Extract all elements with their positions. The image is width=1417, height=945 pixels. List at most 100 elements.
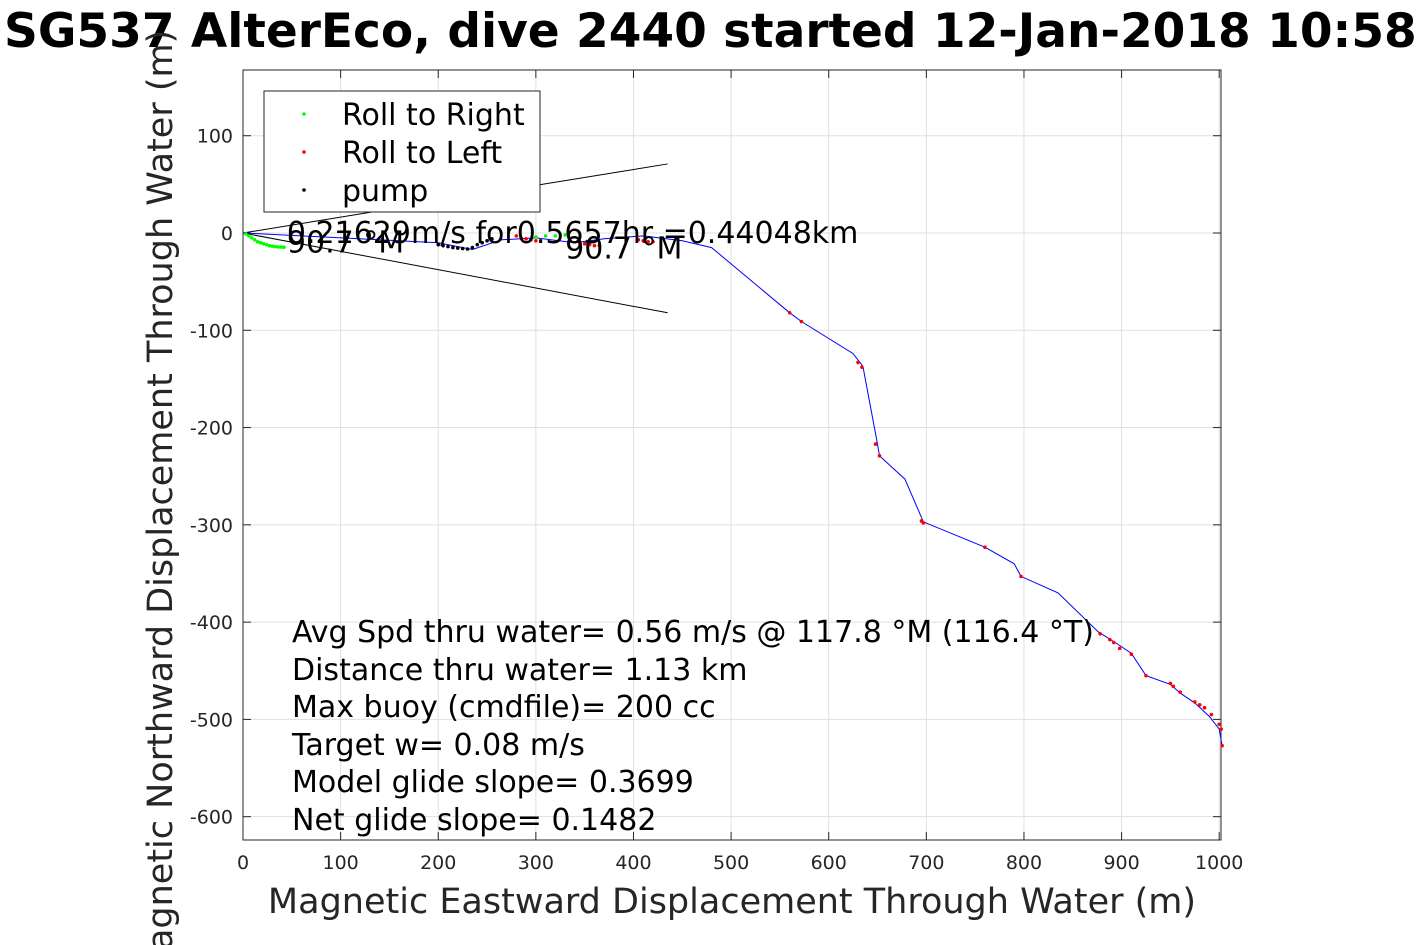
roll-left-point <box>856 360 860 365</box>
plot-annotation: 90.7 °M <box>287 226 404 261</box>
stat-max-buoy: Max buoy (cmdfile)= 200 cc <box>292 690 716 725</box>
roll-left-point <box>983 545 987 550</box>
x-axis-ticks: 0 100 200 300 400 500 600 700 800 900 1000 <box>237 70 1243 874</box>
roll-left-point <box>1197 703 1202 707</box>
pump-point <box>441 243 445 248</box>
pump-point <box>490 237 494 241</box>
roll-left-point <box>921 521 926 525</box>
pump-point <box>485 238 489 243</box>
legend-box <box>263 90 541 213</box>
roll-left-point <box>1111 640 1116 645</box>
x-axis-label: Magnetic Eastward Displacement Through W… <box>268 882 1196 922</box>
x-tick-label: 300 <box>518 852 554 874</box>
roll-left-point <box>1098 631 1102 636</box>
roll-right-point <box>273 244 278 249</box>
plot-annotation: 0.21629m/s for0.5657hr =0.44048km <box>287 216 858 251</box>
roll-left-point <box>860 365 864 370</box>
x-tick-label: 1000 <box>1195 852 1243 874</box>
roll-right-point <box>270 244 275 248</box>
roll-left-point <box>1144 673 1148 678</box>
roll-right-point <box>264 242 269 247</box>
y-tick-label: 0 <box>221 223 233 245</box>
roll-left-point <box>1202 705 1207 710</box>
roll-right-point <box>252 238 257 242</box>
legend-marker-roll-left <box>302 150 306 154</box>
roll-right-point <box>244 232 248 236</box>
direction-fan-line <box>242 232 668 314</box>
y-tick-label: -500 <box>190 709 233 731</box>
roll-left-point <box>1219 727 1223 731</box>
y-axis-ticks: 100 0 -100 -200 -300 -400 -500 -600 <box>190 126 1221 829</box>
y-tick-label: -600 <box>190 807 233 829</box>
roll-left-point <box>514 234 519 238</box>
pump-point <box>465 247 470 251</box>
roll-left-point <box>587 242 592 247</box>
x-tick-label: 900 <box>1103 852 1139 874</box>
roll-right-point <box>543 234 548 238</box>
legend-label-pump: pump <box>342 174 428 209</box>
y-tick-label: -400 <box>190 612 233 634</box>
x-tick-label: 800 <box>1006 852 1042 874</box>
roll-left-point <box>577 240 582 245</box>
roll-right-point <box>279 245 283 249</box>
stat-avg-speed: Avg Spd thru water= 0.56 m/s @ 117.8 °M … <box>292 615 1094 650</box>
roll-left-point <box>873 442 878 446</box>
roll-left-point <box>641 238 646 243</box>
roll-right-point <box>247 234 251 238</box>
y-tick-label: 100 <box>197 126 233 148</box>
legend-marker-pump <box>302 188 306 192</box>
pump-point <box>470 245 475 250</box>
pump-points <box>436 237 494 251</box>
roll-left-point <box>1168 681 1173 686</box>
roll-left-point <box>592 243 597 248</box>
roll-right-point <box>249 236 254 240</box>
legend-marker-roll-right <box>302 112 306 116</box>
stat-net-glide-slope: Net glide slope= 0.1482 <box>292 803 656 838</box>
dive-statistics: Avg Spd thru water= 0.56 m/s @ 117.8 °M … <box>291 615 1094 838</box>
roll-right-point <box>261 241 266 246</box>
plot-area-frame <box>242 69 1222 841</box>
x-tick-label: 700 <box>908 852 944 874</box>
chart-title: SG537 AlterEco, dive 2440 started 12-Jan… <box>4 4 1417 59</box>
stat-distance: Distance thru water= 1.13 km <box>292 653 747 688</box>
y-tick-label: -200 <box>190 418 233 440</box>
roll-left-point <box>1178 690 1182 694</box>
legend-label-roll-left: Roll to Left <box>342 136 502 171</box>
pump-point <box>455 246 460 250</box>
roll-left-point <box>1192 700 1197 704</box>
x-tick-label: 400 <box>615 852 651 874</box>
roll-right-points <box>244 232 567 250</box>
x-tick-label: 100 <box>322 852 358 874</box>
x-tick-label: 600 <box>811 852 847 874</box>
roll-right-point <box>276 245 280 249</box>
pump-point <box>460 246 465 251</box>
pump-point <box>480 240 484 245</box>
roll-left-point <box>1171 684 1176 689</box>
stat-target-w: Target w= 0.08 m/s <box>291 728 585 763</box>
roll-left-point <box>519 236 524 240</box>
roll-right-point <box>553 234 558 238</box>
roll-left-point <box>1129 652 1134 657</box>
roll-left-point <box>1220 743 1224 748</box>
roll-left-point <box>877 453 882 458</box>
roll-left-point <box>646 239 650 244</box>
roll-right-point <box>258 240 263 245</box>
roll-left-point <box>1209 712 1214 717</box>
legend: Roll to Right Roll to Left pump <box>263 90 541 213</box>
roll-right-point <box>534 235 538 239</box>
roll-left-point <box>582 241 587 246</box>
roll-right-point <box>282 245 286 250</box>
roll-left-point <box>534 238 538 243</box>
roll-left-point <box>799 319 804 324</box>
roll-right-point <box>563 233 567 237</box>
roll-left-points <box>514 234 1224 748</box>
roll-right-point <box>267 243 272 248</box>
stat-model-glide-slope: Model glide slope= 0.3699 <box>292 765 694 800</box>
y-tick-label: -300 <box>190 515 233 537</box>
roll-left-point <box>1108 637 1112 642</box>
legend-label-roll-right: Roll to Right <box>342 98 525 133</box>
roll-left-point <box>597 243 602 248</box>
roll-right-point <box>255 239 260 244</box>
